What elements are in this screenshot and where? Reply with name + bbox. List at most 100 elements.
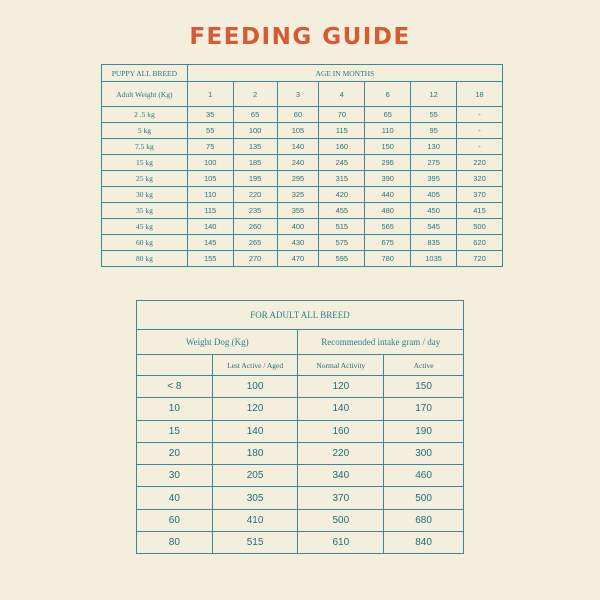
value-cell: - [456,138,503,155]
value-cell: 60 [276,106,320,123]
table-row: 5 kg 55 100 105 115 110 95- [101,122,503,139]
value-cell: 115 [318,122,366,139]
value-cell: 160 [297,419,385,443]
table-row: < 8 100 120 150 [136,374,464,399]
weight-cell: 7.5 kg [101,138,188,155]
value-cell: 835 [410,234,458,251]
month-header: 4 [318,81,366,107]
table-row: 2 .5 kg 35 65 60 70 65 55- [101,106,503,123]
table-row: 30 kg 110 220 325 420 440 405 370 [101,186,503,203]
value-cell: 75 [186,138,234,155]
weight-cell: 15 kg [101,154,188,171]
value-cell: 180 [211,441,299,466]
value-cell: 240 [276,154,320,171]
weight-dog-header: Weight Dog (Kg) [135,329,299,355]
value-cell: 105 [186,170,234,187]
value-cell: 300 [383,441,464,466]
weight-cell: 40 [136,486,213,510]
value-cell: 140 [276,138,320,155]
table-row: 45 kg 140 260 400 515 565 545 500 [101,218,503,235]
table-row: 15 kg 100 185 240 245 295 275 220 [101,154,503,171]
empty-header-cell [136,354,213,376]
value-cell: 295 [364,154,412,171]
value-cell: 270 [232,250,278,267]
month-header: 3 [276,81,320,107]
month-header: 18 [456,81,503,107]
activity-header-lest-active: Lest Active / Aged [211,354,299,376]
value-cell: 395 [410,170,458,187]
weight-cell: 35 kg [101,202,188,219]
value-cell: 120 [297,374,385,399]
table-row: 10 120 140 170 [136,397,464,421]
value-cell: 610 [297,531,385,555]
age-in-months-header: AGE IN MONTHS [186,64,504,82]
weight-cell: 30 kg [101,186,188,203]
weight-cell: 10 [136,397,213,421]
recommended-intake-header: Recommended intake gram / day [297,329,464,355]
weight-cell: 60 kg [101,234,188,251]
value-cell: 95 [410,122,458,139]
value-cell: 130 [410,138,458,155]
value-cell: 680 [383,508,464,533]
table-row: 60 410 500 680 [136,508,464,533]
weight-cell: 25 kg [101,170,188,187]
value-cell: 110 [364,122,412,139]
value-cell: 275 [410,154,458,171]
value-cell: 415 [456,202,503,219]
value-cell: 500 [297,508,385,533]
weight-cell: 80 kg [101,250,188,267]
weight-cell: < 8 [136,374,213,399]
value-cell: 100 [232,122,278,139]
value-cell: 35 [186,106,234,123]
value-cell: - [456,106,503,123]
weight-cell: 60 [136,508,213,533]
value-cell: 205 [211,464,299,488]
value-cell: 565 [364,218,412,235]
value-cell: 410 [211,508,299,533]
value-cell: 65 [364,106,412,123]
activity-header-normal: Normal Activity [297,354,385,376]
table-row: 7.5 kg 75 135 140 160 150 130- [101,138,503,155]
weight-cell: 2 .5 kg [101,106,188,123]
table-row: 80 515 610 840 [136,531,464,555]
value-cell: 575 [318,234,366,251]
table-row: 15 140 160 190 [136,419,464,443]
table-row: 40 305 370 500 [136,486,464,510]
value-cell: 500 [456,218,503,235]
value-cell: 325 [276,186,320,203]
value-cell: 780 [364,250,412,267]
table-row: 35 kg 115 235 355 455 480 450 415 [101,202,503,219]
value-cell: 305 [211,486,299,510]
value-cell: 115 [186,202,234,219]
value-cell: 135 [232,138,278,155]
value-cell: 105 [276,122,320,139]
table-row: 25 kg 105 195 295 315 390 395 320 [101,170,503,187]
activity-header-active: Active [383,354,464,376]
value-cell: 1035 [410,250,458,267]
value-cell: 140 [297,397,385,421]
value-cell: 405 [410,186,458,203]
value-cell: 245 [318,154,366,171]
value-cell: 55 [410,106,458,123]
value-cell: 155 [186,250,234,267]
value-cell: 185 [232,154,278,171]
value-cell: 620 [456,234,503,251]
weight-cell: 15 [136,419,213,443]
value-cell: 65 [232,106,278,123]
puppy-breed-label: PUPPY ALL BREED [101,64,188,82]
value-cell: 150 [364,138,412,155]
value-cell: 675 [364,234,412,251]
value-cell: 170 [383,397,464,421]
value-cell: 100 [186,154,234,171]
value-cell: 840 [383,531,464,555]
weight-cell: 80 [136,531,213,555]
weight-cell: 5 kg [101,122,188,139]
page-title: FEEDING GUIDE [189,24,411,50]
value-cell: 320 [456,170,503,187]
value-cell: 545 [410,218,458,235]
table-row: 60 kg 145 265 430 575 675 835 620 [101,234,503,251]
table-row: 20 180 220 300 [136,441,464,466]
value-cell: 195 [232,170,278,187]
adult-table-title: FOR ADULT ALL BREED [136,300,464,330]
value-cell: 220 [232,186,278,203]
